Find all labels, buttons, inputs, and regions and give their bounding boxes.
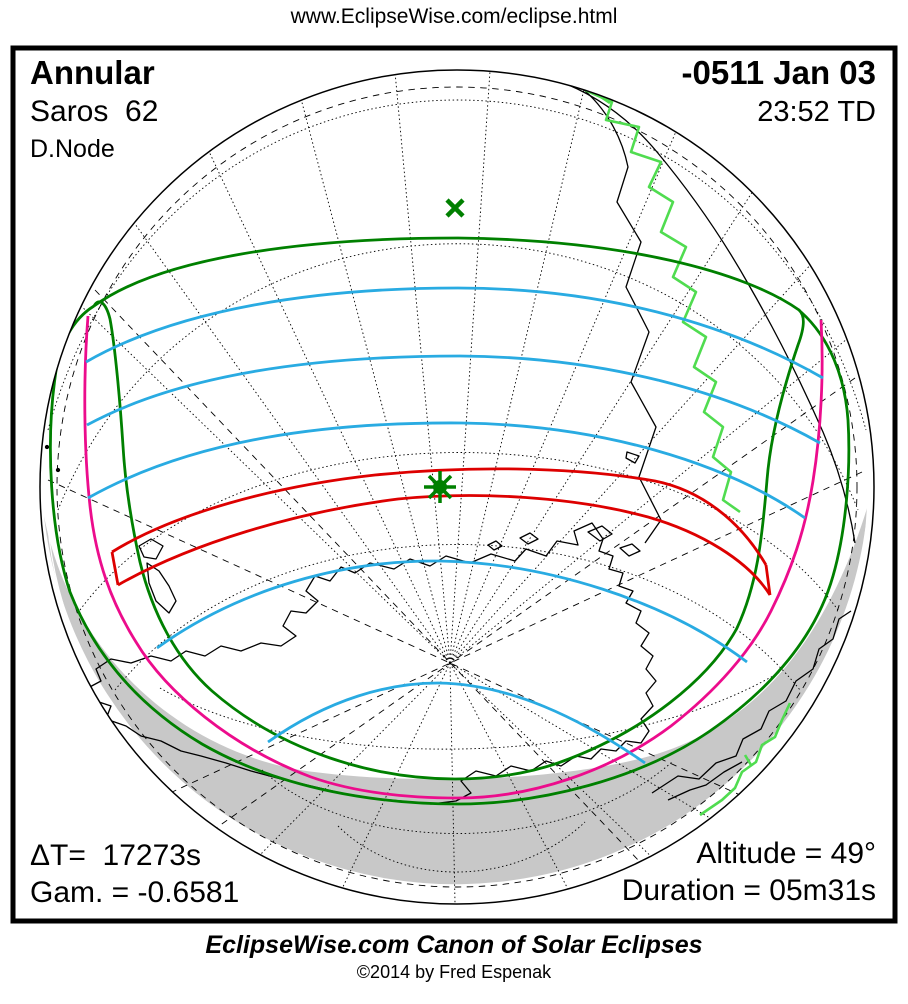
limb-inner-white-arc	[45, 75, 869, 899]
south-america-inner-coast	[574, 82, 662, 544]
footer-copyright: ©2014 by Fred Espenak	[356, 962, 552, 982]
greatest-eclipse-marker	[424, 471, 456, 503]
eclipse-time: 23:52 TD	[757, 96, 876, 128]
sub-solar-marker	[445, 198, 465, 218]
penumbral-limit-inner	[92, 236, 805, 781]
eclipse-limit-curves	[49, 236, 851, 806]
eclipse-type: Annular	[30, 54, 155, 91]
penumbral-limit-outer	[49, 304, 851, 806]
altitude-value: Altitude = 49°	[696, 837, 876, 870]
duration-value: Duration = 05m31s	[621, 874, 876, 907]
gamma-value: Gam. = -0.6581	[30, 876, 240, 909]
new-zealand-coast	[138, 538, 177, 614]
globe-limb	[39, 69, 875, 905]
node-label: D.Node	[30, 135, 115, 163]
map-frame	[10, 45, 898, 924]
sunrise-sunset-curve	[83, 315, 824, 800]
island-arc	[487, 525, 641, 557]
contact-curves	[85, 286, 824, 765]
globe	[40, 70, 874, 904]
delta-t-value: ΔT= 17273s	[30, 839, 201, 872]
southeast-coast-2	[667, 761, 743, 801]
eclipse-date: -0511 Jan 03	[681, 54, 877, 91]
dashed-guides	[44, 86, 863, 904]
footer-title: EclipseWise.com Canon of Solar Eclipses	[205, 931, 703, 959]
southeast-coast	[651, 610, 852, 794]
small-island	[625, 451, 640, 464]
graticule	[47, 70, 867, 904]
saros-label: Saros 62	[30, 95, 159, 128]
site-url: www.EclipseWise.com/eclipse.html	[290, 5, 618, 28]
central-path	[110, 467, 772, 596]
